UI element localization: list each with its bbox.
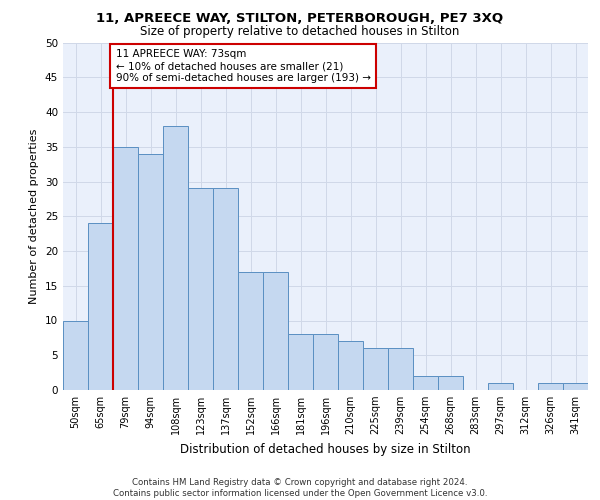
Bar — [338, 342, 363, 390]
Bar — [63, 320, 88, 390]
Bar — [413, 376, 438, 390]
Bar — [288, 334, 313, 390]
Text: Contains HM Land Registry data © Crown copyright and database right 2024.
Contai: Contains HM Land Registry data © Crown c… — [113, 478, 487, 498]
Bar — [388, 348, 413, 390]
Bar — [138, 154, 163, 390]
Bar — [363, 348, 388, 390]
X-axis label: Distribution of detached houses by size in Stilton: Distribution of detached houses by size … — [180, 442, 471, 456]
Bar — [188, 188, 213, 390]
Bar — [488, 383, 513, 390]
Bar — [538, 383, 563, 390]
Bar — [263, 272, 288, 390]
Bar — [313, 334, 338, 390]
Bar — [88, 223, 113, 390]
Bar — [113, 147, 138, 390]
Bar — [238, 272, 263, 390]
Bar — [563, 383, 588, 390]
Bar — [213, 188, 238, 390]
Y-axis label: Number of detached properties: Number of detached properties — [29, 128, 40, 304]
Text: Size of property relative to detached houses in Stilton: Size of property relative to detached ho… — [140, 25, 460, 38]
Bar — [163, 126, 188, 390]
Bar — [438, 376, 463, 390]
Text: 11 APREECE WAY: 73sqm
← 10% of detached houses are smaller (21)
90% of semi-deta: 11 APREECE WAY: 73sqm ← 10% of detached … — [115, 50, 371, 82]
Text: 11, APREECE WAY, STILTON, PETERBOROUGH, PE7 3XQ: 11, APREECE WAY, STILTON, PETERBOROUGH, … — [97, 12, 503, 26]
